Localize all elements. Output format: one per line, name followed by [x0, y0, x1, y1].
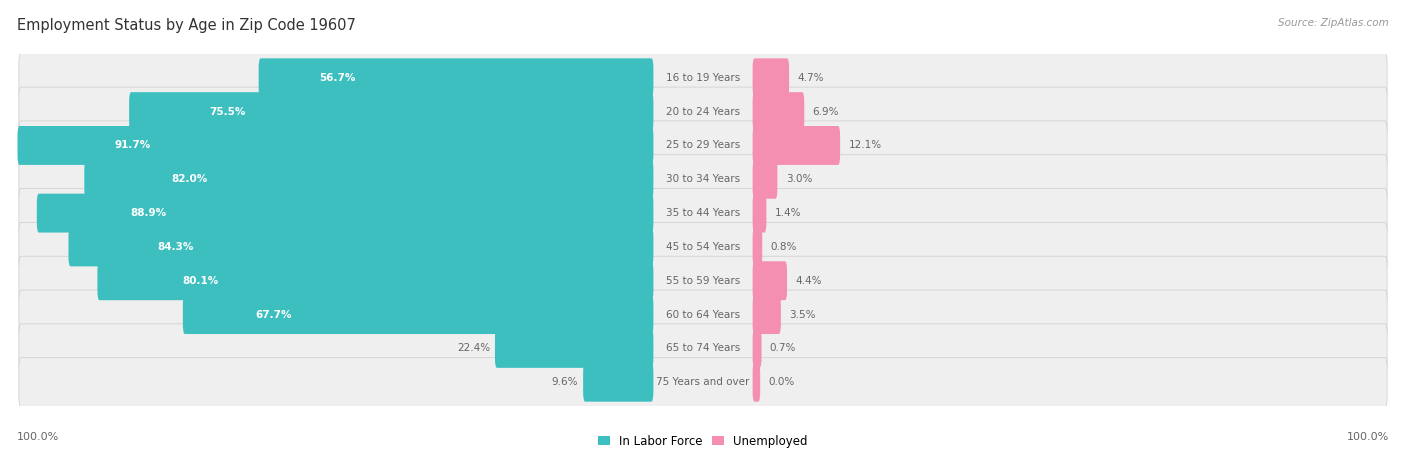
Text: 88.9%: 88.9% [131, 208, 167, 218]
FancyBboxPatch shape [752, 295, 780, 334]
FancyBboxPatch shape [259, 58, 654, 97]
Text: 82.0%: 82.0% [172, 174, 208, 184]
Text: 22.4%: 22.4% [457, 343, 491, 354]
FancyBboxPatch shape [752, 92, 804, 131]
Text: 55 to 59 Years: 55 to 59 Years [666, 276, 740, 286]
Text: 3.0%: 3.0% [786, 174, 813, 184]
FancyBboxPatch shape [18, 222, 1388, 272]
Text: 91.7%: 91.7% [114, 140, 150, 151]
Text: 65 to 74 Years: 65 to 74 Years [666, 343, 740, 354]
Text: 56.7%: 56.7% [319, 73, 356, 83]
Text: 84.3%: 84.3% [157, 242, 194, 252]
FancyBboxPatch shape [18, 53, 1388, 102]
Text: 60 to 64 Years: 60 to 64 Years [666, 309, 740, 320]
Text: 75.5%: 75.5% [209, 106, 246, 117]
Text: Source: ZipAtlas.com: Source: ZipAtlas.com [1278, 18, 1389, 28]
Text: 100.0%: 100.0% [1347, 432, 1389, 442]
Text: 67.7%: 67.7% [254, 309, 291, 320]
FancyBboxPatch shape [69, 227, 654, 267]
FancyBboxPatch shape [18, 155, 1388, 204]
Text: 100.0%: 100.0% [17, 432, 59, 442]
FancyBboxPatch shape [752, 126, 841, 165]
FancyBboxPatch shape [18, 189, 1388, 238]
Text: 25 to 29 Years: 25 to 29 Years [666, 140, 740, 151]
FancyBboxPatch shape [752, 58, 789, 97]
Text: 6.9%: 6.9% [813, 106, 839, 117]
Text: 1.4%: 1.4% [775, 208, 801, 218]
Text: 0.0%: 0.0% [769, 377, 794, 387]
Text: 80.1%: 80.1% [183, 276, 218, 286]
FancyBboxPatch shape [129, 92, 654, 131]
FancyBboxPatch shape [18, 358, 1388, 407]
Text: 0.8%: 0.8% [770, 242, 797, 252]
Legend: In Labor Force, Unemployed: In Labor Force, Unemployed [593, 430, 813, 451]
Text: 9.6%: 9.6% [551, 377, 578, 387]
Text: 0.7%: 0.7% [770, 343, 796, 354]
Text: 45 to 54 Years: 45 to 54 Years [666, 242, 740, 252]
FancyBboxPatch shape [752, 160, 778, 199]
FancyBboxPatch shape [84, 160, 654, 199]
FancyBboxPatch shape [183, 295, 654, 334]
FancyBboxPatch shape [18, 87, 1388, 136]
Text: 16 to 19 Years: 16 to 19 Years [666, 73, 740, 83]
FancyBboxPatch shape [752, 227, 762, 267]
Text: Employment Status by Age in Zip Code 19607: Employment Status by Age in Zip Code 196… [17, 18, 356, 33]
FancyBboxPatch shape [752, 363, 761, 402]
Text: 12.1%: 12.1% [848, 140, 882, 151]
Text: 75 Years and over: 75 Years and over [657, 377, 749, 387]
Text: 30 to 34 Years: 30 to 34 Years [666, 174, 740, 184]
FancyBboxPatch shape [18, 324, 1388, 373]
Text: 4.4%: 4.4% [796, 276, 823, 286]
FancyBboxPatch shape [18, 121, 1388, 170]
Text: 20 to 24 Years: 20 to 24 Years [666, 106, 740, 117]
FancyBboxPatch shape [752, 261, 787, 300]
FancyBboxPatch shape [18, 290, 1388, 339]
FancyBboxPatch shape [18, 256, 1388, 305]
Text: 35 to 44 Years: 35 to 44 Years [666, 208, 740, 218]
FancyBboxPatch shape [495, 329, 654, 368]
Text: 3.5%: 3.5% [789, 309, 815, 320]
FancyBboxPatch shape [97, 261, 654, 300]
FancyBboxPatch shape [583, 363, 654, 402]
FancyBboxPatch shape [17, 126, 654, 165]
FancyBboxPatch shape [37, 193, 654, 233]
Text: 4.7%: 4.7% [797, 73, 824, 83]
FancyBboxPatch shape [752, 329, 762, 368]
FancyBboxPatch shape [752, 193, 766, 233]
